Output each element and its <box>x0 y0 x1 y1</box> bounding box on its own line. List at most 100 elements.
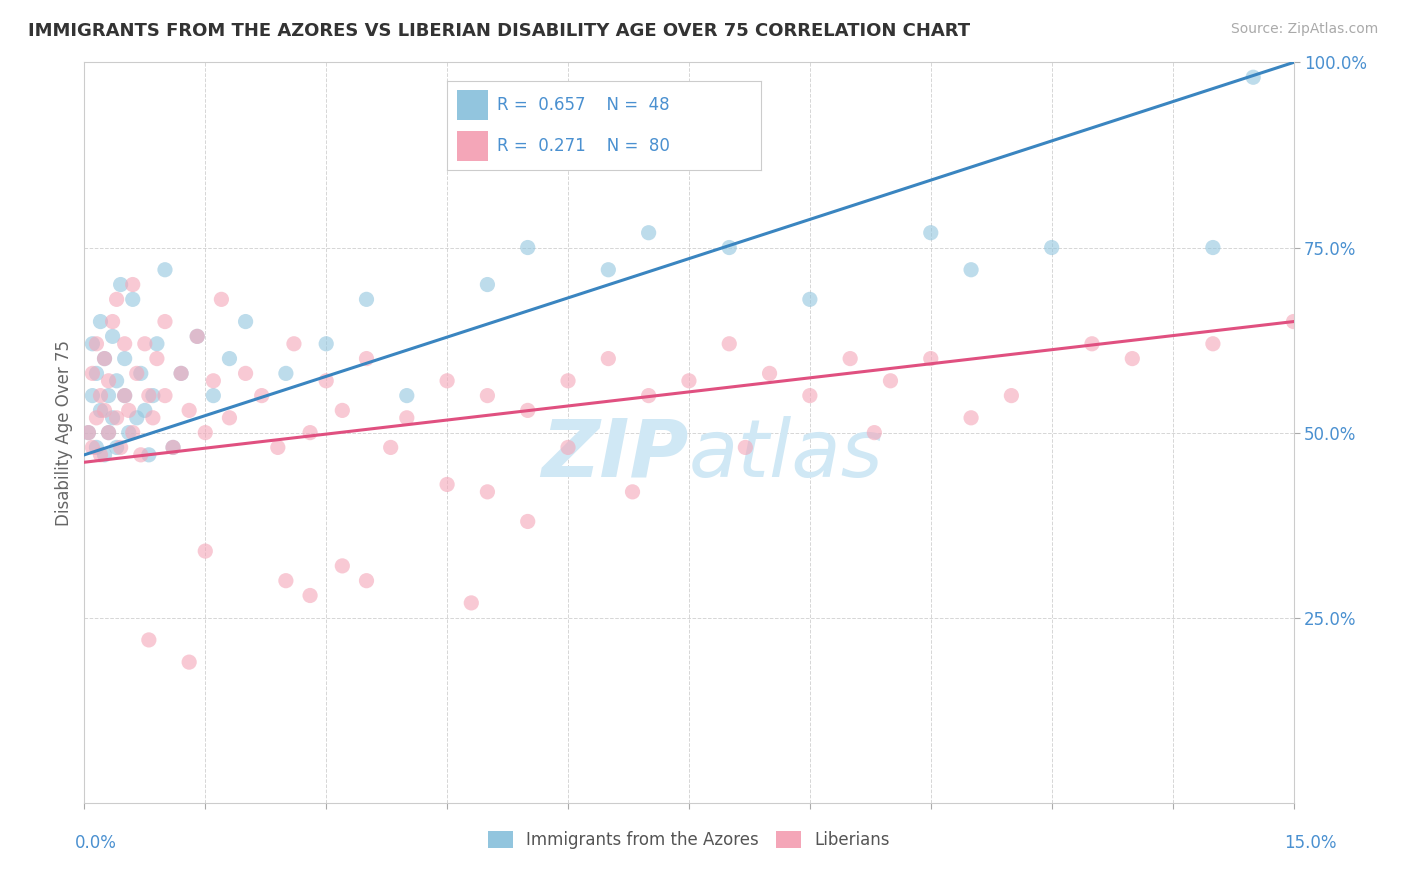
Point <box>799 293 821 307</box>
Point <box>89 403 111 417</box>
Text: 0.0%: 0.0% <box>75 834 117 852</box>
Point <box>960 410 983 425</box>
Point <box>89 448 111 462</box>
Point <box>153 314 176 328</box>
Point <box>516 515 538 529</box>
Point <box>315 374 337 388</box>
Point <box>105 293 128 307</box>
Point <box>121 425 143 440</box>
Point <box>202 388 225 402</box>
Point <box>1241 70 1264 85</box>
Point <box>86 410 108 425</box>
Point <box>598 262 620 277</box>
Point <box>718 240 741 255</box>
Point <box>170 367 193 381</box>
Point <box>879 374 901 388</box>
Point <box>380 441 402 455</box>
Point <box>839 351 862 366</box>
Point <box>330 403 353 417</box>
Point <box>1202 240 1225 255</box>
Point <box>153 388 176 402</box>
Point <box>138 388 160 402</box>
Point <box>105 374 128 388</box>
Point <box>142 410 165 425</box>
Point <box>82 367 104 381</box>
Point <box>82 388 104 402</box>
Point <box>1202 336 1225 351</box>
Point <box>1081 336 1104 351</box>
Point <box>162 441 184 455</box>
Point <box>218 351 240 366</box>
Point <box>235 314 257 328</box>
Point <box>356 293 378 307</box>
Point <box>315 336 337 351</box>
Point <box>110 277 132 292</box>
Point <box>920 351 942 366</box>
Point <box>77 425 100 440</box>
Point <box>436 374 458 388</box>
Point <box>125 367 148 381</box>
Point <box>121 293 143 307</box>
Point <box>97 425 120 440</box>
Point <box>799 388 821 402</box>
Point <box>89 388 111 402</box>
Point <box>460 596 482 610</box>
Point <box>162 441 184 455</box>
Point <box>97 425 120 440</box>
Point <box>1282 314 1305 328</box>
Point <box>114 351 136 366</box>
Y-axis label: Disability Age Over 75: Disability Age Over 75 <box>55 340 73 525</box>
Point <box>960 262 983 277</box>
Point <box>93 403 115 417</box>
Point <box>477 484 499 499</box>
Point <box>93 351 115 366</box>
Point <box>516 403 538 417</box>
Point <box>395 388 418 402</box>
Point <box>863 425 886 440</box>
Point <box>356 351 378 366</box>
Point <box>77 425 100 440</box>
Point <box>179 655 201 669</box>
Point <box>146 351 169 366</box>
Point <box>129 448 152 462</box>
Point <box>179 403 201 417</box>
Legend: Immigrants from the Azores, Liberians: Immigrants from the Azores, Liberians <box>479 822 898 857</box>
Point <box>97 374 120 388</box>
Point <box>105 410 128 425</box>
Point <box>758 367 780 381</box>
Point <box>194 544 217 558</box>
Point <box>598 351 620 366</box>
Point <box>82 441 104 455</box>
Point <box>97 388 120 402</box>
Point <box>637 388 659 402</box>
Point <box>114 336 136 351</box>
Point <box>274 574 297 588</box>
Point <box>194 425 217 440</box>
Text: 15.0%: 15.0% <box>1284 834 1337 852</box>
Point <box>267 441 290 455</box>
Point <box>637 226 659 240</box>
Point <box>621 484 644 499</box>
Point <box>101 314 124 328</box>
Text: ZIP: ZIP <box>541 416 689 494</box>
Point <box>436 477 458 491</box>
Point <box>142 388 165 402</box>
Point <box>1000 388 1022 402</box>
Point <box>557 374 579 388</box>
Point <box>110 441 132 455</box>
Point <box>218 410 240 425</box>
Point <box>118 425 141 440</box>
Point <box>86 367 108 381</box>
Point <box>86 336 108 351</box>
Point <box>86 441 108 455</box>
Point <box>678 374 700 388</box>
Point <box>134 403 156 417</box>
Point <box>395 410 418 425</box>
Point <box>138 448 160 462</box>
Point <box>1040 240 1063 255</box>
Point <box>356 574 378 588</box>
Point <box>114 388 136 402</box>
Point <box>93 351 115 366</box>
Point <box>274 367 297 381</box>
Point <box>105 441 128 455</box>
